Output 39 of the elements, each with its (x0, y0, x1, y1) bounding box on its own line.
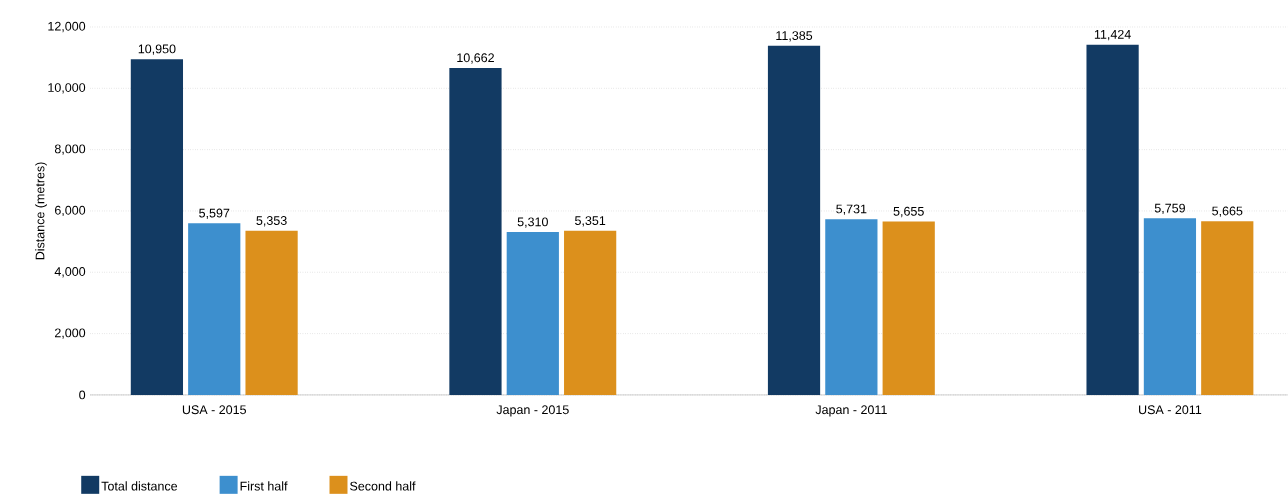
data-label: 11,385 (776, 31, 813, 42)
bar (1143, 218, 1197, 395)
bar (449, 67, 502, 395)
x-tick-label: USA - 2011 (1139, 405, 1202, 414)
y-axis-title: Distance (metres) (35, 162, 47, 260)
x-tick-label: Japan - 2011 (815, 405, 887, 417)
data-label: 10,950 (138, 44, 176, 55)
legend-label: Second half (350, 481, 416, 491)
data-label: 5,731 (836, 204, 867, 215)
data-label: 10,662 (457, 53, 494, 64)
bar (767, 45, 821, 395)
bar (245, 230, 298, 395)
x-tick-label: Japan - 2015 (496, 405, 569, 417)
bar (1201, 221, 1254, 395)
data-label: 5,310 (517, 217, 548, 228)
bar (825, 219, 878, 395)
y-tick-label: 0 (79, 390, 86, 400)
data-label: 5,353 (256, 215, 287, 227)
bar (1086, 44, 1139, 395)
data-label: 5,665 (1212, 206, 1243, 217)
data-label: 5,759 (1154, 203, 1185, 214)
bar (882, 221, 935, 395)
data-label: 5,597 (199, 208, 230, 219)
data-label: 5,655 (893, 206, 924, 218)
bar (188, 223, 241, 395)
y-tick-label: 8,000 (54, 144, 86, 155)
y-tick-label: 2,000 (54, 328, 86, 339)
bar (130, 59, 184, 395)
legend-label: First half (240, 481, 288, 491)
y-tick-label: 12,000 (48, 21, 86, 32)
bar (564, 230, 617, 395)
data-label: 5,351 (575, 216, 606, 227)
y-tick-label: 4,000 (54, 266, 86, 278)
bar (506, 231, 559, 395)
legend-label: Total distance (101, 481, 178, 491)
x-tick-label: USA - 2015 (182, 405, 246, 414)
y-tick-label: 10,000 (48, 83, 86, 94)
y-tick-label: 6,000 (55, 205, 86, 216)
data-label: 11,424 (1094, 29, 1131, 41)
